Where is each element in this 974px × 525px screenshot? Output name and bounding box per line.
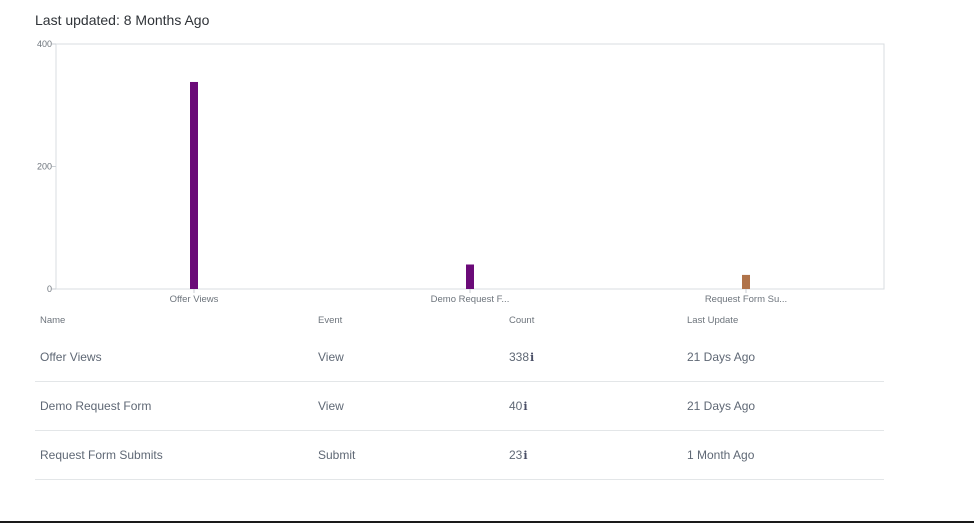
table-row[interactable]: Demo Request Form View 40i 21 Days Ago: [35, 382, 884, 431]
row-count-cell: 338i: [509, 350, 534, 364]
last-updated-label: Last updated: 8 Months Ago: [35, 12, 210, 28]
column-header-event[interactable]: Event: [318, 315, 343, 326]
bar: [190, 81, 198, 289]
bottom-divider: [0, 521, 974, 523]
row-last-update: 1 Month Ago: [687, 448, 755, 462]
row-event: View: [318, 350, 344, 364]
bar: [742, 274, 750, 289]
table-row[interactable]: Request Form Submits Submit 23i 1 Month …: [35, 431, 884, 480]
info-icon[interactable]: i: [530, 351, 535, 364]
y-tick-label: 200: [37, 162, 52, 172]
column-header-name[interactable]: Name: [40, 315, 66, 326]
row-count: 40: [509, 399, 523, 413]
bar: [466, 264, 474, 289]
row-event: Submit: [318, 448, 356, 462]
x-tick-label: Demo Request F...: [431, 294, 510, 305]
row-name: Request Form Submits: [40, 448, 163, 462]
row-name: Offer Views: [40, 350, 102, 364]
x-tick-label: Offer Views: [170, 294, 219, 305]
column-header-count[interactable]: Count: [509, 315, 535, 326]
row-count: 338: [509, 350, 530, 364]
row-event: View: [318, 399, 344, 413]
plot-area-frame: [55, 43, 885, 290]
info-icon[interactable]: i: [523, 400, 528, 413]
events-table: Name Event Count Last Update Offer Views…: [35, 311, 884, 480]
row-last-update: 21 Days Ago: [687, 350, 756, 364]
info-icon[interactable]: i: [523, 449, 528, 462]
table-row[interactable]: Offer Views View 338i 21 Days Ago: [35, 333, 884, 382]
row-name: Demo Request Form: [40, 399, 152, 413]
row-count: 23: [509, 448, 523, 462]
row-count-cell: 23i: [509, 448, 528, 462]
x-tick-label: Request Form Su...: [705, 294, 787, 305]
column-header-last-update[interactable]: Last Update: [687, 315, 739, 326]
bar-chart: 0 200 400 Offer Views Demo Request F... Reque…: [37, 39, 885, 305]
y-tick-label: 400: [37, 39, 52, 49]
y-tick-label: 0: [47, 284, 52, 294]
row-last-update: 21 Days Ago: [687, 399, 756, 413]
table-header: Name Event Count Last Update: [35, 311, 884, 333]
row-count-cell: 40i: [509, 399, 528, 413]
